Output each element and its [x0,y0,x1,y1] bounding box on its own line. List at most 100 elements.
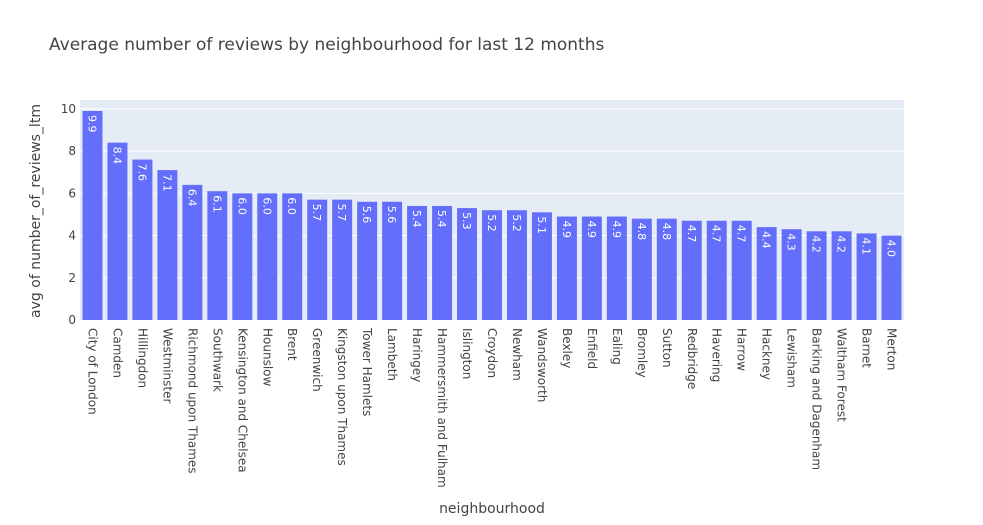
bar-labels: 9.9 8.4 7.6 7.1 6.4 6.1 6.0 6.0 6.0 5.7 5.7 5.6 5.6 5… [85,115,897,257]
x-tick-label: Havering [710,328,724,382]
x-tick-label: Lambeth [385,328,399,381]
bar [581,216,602,320]
x-tick-label: Westminster [160,328,174,403]
bar-value-label: 5.2 [510,214,523,232]
bar [257,193,278,320]
y-axis-ticks: 0 2 4 6 8 10 [61,102,76,327]
bar-value-label: 7.1 [160,174,173,192]
y-tick-label: 4 [68,229,76,243]
bar [506,210,527,320]
bar [531,212,552,320]
y-tick-label: 2 [68,271,76,285]
bar-value-label: 5.7 [335,204,348,222]
bar-value-label: 6.0 [260,197,273,215]
bar [706,220,727,320]
bar [132,159,153,320]
x-tick-label: Camden [110,328,124,378]
bar [182,184,203,320]
bar [432,205,453,320]
bar-value-label: 5.2 [485,214,498,232]
x-tick-label: Hackney [760,328,774,380]
y-axis-title: avg of number_of_reviews_ltm [28,104,44,318]
bar-value-label: 4.7 [685,225,698,243]
x-tick-label: Waltham Forest [835,328,849,422]
bar [856,233,877,320]
bar-value-label: 4.2 [835,235,848,253]
x-tick-label: Southwark [210,328,224,392]
x-tick-label: Kingston upon Thames [335,328,349,466]
bar-value-label: 4.7 [710,225,723,243]
x-tick-label: Tower Hamlets [360,327,374,416]
x-tick-label: Richmond upon Thames [185,328,199,474]
bar-value-label: 4.4 [760,231,773,249]
x-tick-label: Bexley [560,328,574,368]
x-axis-ticks: City of London Camden Hillingdon Westminste… [85,327,898,488]
bar [556,216,577,320]
bar-value-label: 5.1 [535,216,548,234]
bar [756,227,777,320]
bars [82,110,902,321]
bar-value-label: 4.8 [660,223,673,241]
bar-value-label: 4.7 [735,225,748,243]
bar-value-label: 7.6 [135,164,148,182]
x-tick-label: Brent [285,328,299,361]
x-axis-title: neighbourhood [439,501,545,517]
bar-value-label: 4.8 [635,223,648,241]
bar-value-label: 5.6 [385,206,398,224]
y-tick-label: 8 [68,144,76,158]
bar [82,110,103,321]
x-tick-label: Harrow [735,328,749,371]
bar-value-label: 5.4 [435,210,448,228]
bar [731,220,752,320]
x-tick-label: Islington [460,328,474,379]
bar [482,210,502,320]
bar-value-label: 4.9 [610,221,623,239]
x-tick-label: City of London [85,328,99,415]
x-tick-label: Hillingdon [135,328,149,388]
bar [656,218,677,320]
y-tick-label: 0 [68,313,76,327]
x-tick-label: Ealing [610,328,624,365]
x-tick-label: Bromley [635,328,649,378]
bar-value-label: 4.2 [810,235,823,253]
x-tick-label: Wandsworth [535,328,549,402]
bar-value-label: 4.1 [860,237,873,255]
bar-value-label: 4.9 [585,221,598,239]
bar [357,201,378,320]
x-tick-label: Hammersmith and Fulham [435,328,449,488]
bar [307,199,328,320]
bar [781,229,802,320]
bar [681,220,702,320]
bar-value-label: 5.6 [360,206,373,224]
bar [806,231,827,320]
bar-value-label: 4.0 [885,240,898,258]
bar [631,218,652,320]
bar-value-label: 6.0 [285,197,298,215]
x-tick-label: Barnet [860,328,874,368]
x-tick-label: Redbridge [685,328,699,389]
x-tick-label: Barking and Dagenham [810,328,824,470]
bar [881,235,902,320]
y-tick-label: 10 [61,102,76,116]
bar-value-label: 4.3 [785,233,798,251]
bar-value-label: 5.4 [410,210,423,228]
bar [282,193,303,320]
bar [457,208,478,320]
x-tick-label: Hounslow [260,328,274,387]
x-tick-label: Croydon [485,328,499,378]
bar-value-label: 8.4 [110,147,123,165]
x-tick-label: Merton [885,328,899,370]
bar [332,199,353,320]
x-tick-label: Greenwich [310,328,324,392]
chart-title: Average number of reviews by neighbourho… [49,35,604,55]
bar [207,191,228,320]
bar [232,193,253,320]
bar-value-label: 6.1 [210,195,223,213]
bar [382,201,403,320]
x-tick-label: Kensington and Chelsea [235,328,249,473]
bar-value-label: 4.9 [560,221,573,239]
bar-value-label: 5.7 [310,204,323,222]
bar [407,205,428,320]
x-tick-label: Haringey [410,328,424,382]
bar [157,170,178,320]
